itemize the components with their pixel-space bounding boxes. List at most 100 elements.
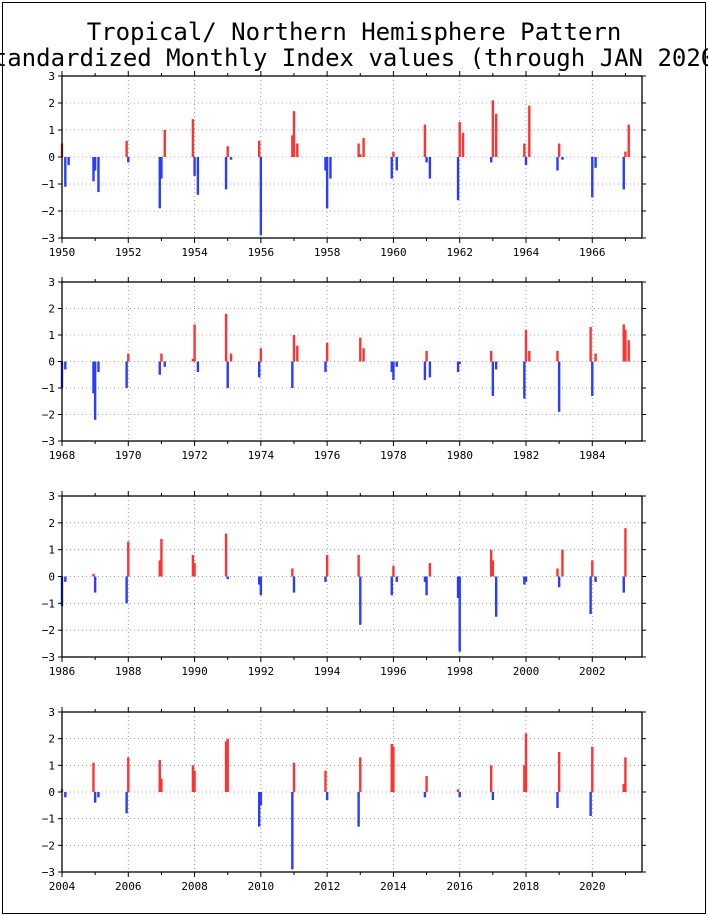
panel-4-bar-5: [97, 792, 100, 798]
panel-2-ytick-label-4: 1: [48, 329, 55, 342]
panel-3-bar-44: [425, 576, 428, 596]
panel-3-bar-55: [523, 576, 526, 585]
panel-3-bar-40: [392, 565, 395, 577]
panel-2-bar-11: [158, 361, 161, 375]
panel-1-bar-11: [158, 157, 161, 209]
panel-1-bar-16: [193, 157, 196, 176]
panel-3-bar-41: [395, 576, 398, 582]
panel-2-ytick-label-2: −1: [42, 382, 55, 395]
panel-1-bar-15: [191, 119, 195, 157]
panel-4-bar-43: [423, 792, 427, 798]
panel-4-ytick-label-4: 1: [48, 759, 55, 772]
panel-4-xtick-label-1: 2006: [115, 880, 142, 893]
panel-1-bar-31: [324, 157, 327, 171]
panel-4-ytick-label-2: −1: [42, 813, 55, 826]
panel-1-bar-60: [557, 143, 561, 157]
panel-3-xtick-label-5: 1996: [380, 665, 407, 678]
panel-1-bar-40: [392, 151, 395, 157]
panel-3-bar-11: [158, 560, 161, 577]
panel-2-bar-23: [258, 361, 261, 378]
panel-1-bar-29: [296, 143, 299, 157]
panel-4-bar-47: [456, 789, 460, 792]
panel-2-bar-19: [224, 313, 228, 362]
panel-2-bar-36: [359, 337, 362, 362]
panel-2-bar-60: [557, 361, 561, 412]
panel-3-bar-16: [193, 563, 196, 577]
panel-1-bar-61: [561, 157, 564, 160]
panel-3-bar-51: [490, 549, 493, 577]
panel-3-bar-43: [423, 576, 427, 582]
panel-1-bar-3: [92, 157, 95, 182]
panel-2-bar-32: [325, 342, 329, 362]
panel-4-bar-68: [624, 757, 627, 792]
panel-3-bar-56: [524, 576, 528, 582]
panel-1-ytick-label-1: −2: [42, 205, 55, 218]
panel-3-bar-65: [594, 576, 597, 582]
panel-3-ytick-label-1: −2: [42, 624, 55, 637]
panel-4-bar-24: [259, 792, 263, 806]
panel-1-xtick-label-3: 1956: [248, 246, 275, 259]
chart-title-line-2: Standardized Monthly Index values (throu…: [0, 44, 708, 72]
panel-3-bar-45: [428, 563, 432, 577]
panel-1-xtick-label-8: 1966: [579, 246, 606, 259]
panel-1-bar-17: [196, 157, 200, 195]
panel-4-bar-16: [193, 770, 196, 792]
panel-2-xtick-label-0: 1968: [49, 449, 76, 462]
panel-2-bar-3: [92, 361, 95, 394]
panel-3-bar-52: [491, 560, 495, 577]
panel-3-xtick-label-7: 2000: [513, 665, 540, 678]
panel-1-bar-41: [395, 157, 398, 171]
panel-2-bar-68: [624, 329, 627, 362]
panel-4-bar-55: [523, 765, 526, 792]
panel-1-ytick-label-0: −3: [42, 232, 55, 245]
panel-2-bar-29: [296, 345, 299, 362]
panel-3-xtick-label-1: 1988: [115, 665, 142, 678]
panel-2-bar-43: [423, 361, 427, 381]
panel-1-xtick-label-1: 1952: [115, 246, 142, 259]
panel-2-bar-65: [594, 353, 597, 362]
panel-3-bar-35: [357, 555, 360, 577]
panel-1-bar-57: [528, 105, 531, 157]
panel-1-bar-21: [229, 157, 233, 160]
panel-4-bar-20: [226, 738, 229, 792]
panel-4-bar-48: [458, 792, 461, 798]
panel-1-bar-33: [329, 157, 332, 179]
panel-3-bar-8: [127, 541, 130, 577]
panel-4-xtick-label-5: 2014: [380, 880, 407, 893]
panel-4-bar-28: [292, 762, 296, 792]
panel-1-xtick-label-5: 1960: [380, 246, 407, 259]
panel-3-bar-15: [191, 555, 195, 577]
panel-3-xtick-label-3: 1992: [248, 665, 275, 678]
panel-4-xtick-label-4: 2012: [314, 880, 341, 893]
panel-2-ytick-label-1: −2: [42, 409, 55, 422]
panel-2-bar-12: [160, 353, 163, 362]
panel-4-xtick-label-3: 2010: [248, 880, 275, 893]
panel-2-bar-41: [395, 361, 398, 367]
panel-2-bar-55: [523, 361, 526, 399]
panel-1-bar-4: [93, 157, 97, 171]
panel-2-bar-44: [425, 350, 428, 362]
panel-1-bar-8: [127, 157, 130, 163]
panel-1-bar-43: [423, 124, 427, 157]
panel-2-xtick-label-3: 1974: [248, 449, 275, 462]
panel-3-bar-24: [259, 576, 263, 596]
panel-1-xtick-label-7: 1964: [513, 246, 540, 259]
panel-3-xtick-label-4: 1994: [314, 665, 341, 678]
panel-4-ytick-label-1: −2: [42, 839, 55, 852]
panel-2-bar-39: [390, 361, 393, 373]
panel-3-bar-53: [494, 576, 498, 617]
panel-4-bar-60: [557, 752, 561, 792]
panel-2-xtick-label-6: 1980: [446, 449, 473, 462]
panel-2-bar-15: [191, 358, 195, 362]
panel-4-xtick-label-2: 2008: [181, 880, 208, 893]
panel-1-bar-47: [456, 157, 460, 201]
panel-3-bar-67: [622, 576, 625, 593]
panel-1: −3 −2 −1 0 1 2 3 1950 1952 1954 1956 1958 1960 1962 19…: [42, 70, 646, 259]
panel-1-bar-12: [160, 157, 163, 179]
panel-1-ytick-label-5: 2: [48, 97, 55, 110]
panel-4-xtick-label-6: 2016: [446, 880, 473, 893]
panel-3-bar-63: [589, 576, 592, 615]
panel-2-bar-48: [458, 361, 461, 365]
panel-1-bar-48: [458, 121, 461, 157]
